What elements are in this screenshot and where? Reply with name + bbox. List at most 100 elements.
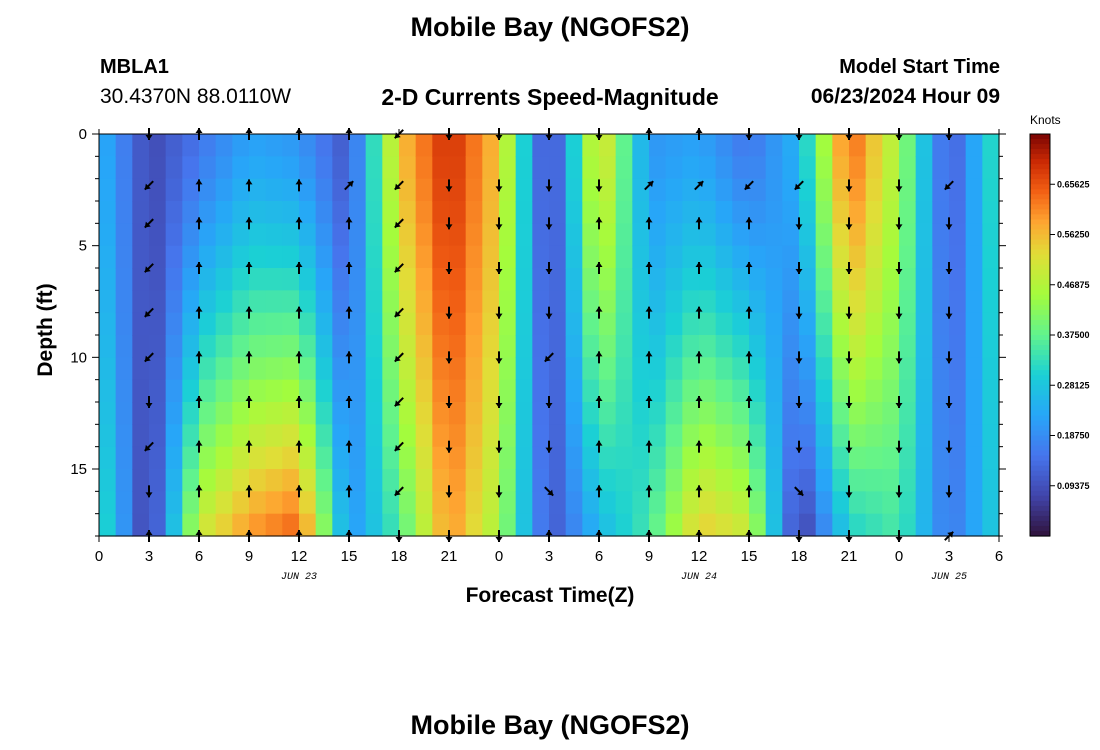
current-arrow-head (495, 358, 503, 364)
heatmap-cell (132, 469, 150, 492)
current-arrow-head (295, 179, 303, 185)
heatmap-cell (315, 134, 333, 157)
heatmap-cell (232, 134, 250, 157)
current-arrow-head (795, 313, 803, 319)
current-arrow-head (145, 403, 153, 408)
heatmap-cell (132, 178, 150, 202)
heatmap-cell (649, 469, 667, 492)
heatmap-cell (449, 178, 467, 202)
heatmap-cell (399, 268, 417, 291)
heatmap-cell (215, 469, 233, 492)
heatmap-cell (115, 402, 133, 425)
heatmap-cell (549, 134, 567, 157)
current-arrow-head (595, 262, 603, 267)
current-arrow-head (845, 313, 853, 319)
heatmap-cell (299, 335, 317, 358)
heatmap-cell (115, 312, 133, 336)
heatmap-cell (132, 223, 150, 247)
heatmap-cell (349, 290, 367, 314)
heatmap-cell (715, 491, 733, 515)
heatmap-cell (482, 134, 500, 157)
heatmap-cell (832, 156, 850, 180)
current-arrow (144, 441, 154, 452)
current-arrow-head (345, 396, 353, 401)
x-tick-label: 12 (291, 548, 308, 565)
heatmap-cell (499, 156, 517, 180)
heatmap-cell (599, 469, 617, 492)
heatmap-cell (615, 424, 633, 448)
heatmap-cell (432, 312, 450, 336)
heatmap-cell (499, 424, 517, 448)
current-arrow-head (845, 224, 853, 230)
heatmap-cell (382, 446, 400, 470)
heatmap-cell (482, 290, 500, 314)
colorbar-segment (1030, 485, 1050, 492)
current-arrow-head (144, 355, 151, 362)
current-arrow (595, 351, 603, 364)
heatmap-cell (365, 402, 383, 425)
current-arrow-head (695, 396, 703, 401)
heatmap-cell (882, 446, 900, 470)
heatmap-cell (849, 335, 867, 358)
heatmap-cell (649, 268, 667, 291)
heatmap-cell (915, 379, 933, 403)
heatmap-cell (115, 491, 133, 515)
heatmap-cell (265, 290, 283, 314)
heatmap-cell (715, 223, 733, 247)
heatmap-cell (865, 268, 883, 291)
heatmap-cell (765, 357, 783, 381)
heatmap-cell (332, 513, 350, 537)
heatmap-cell (532, 402, 550, 425)
heatmap-cell (215, 178, 233, 202)
x-tick-label: 21 (441, 548, 458, 565)
current-arrow-head (695, 306, 703, 312)
heatmap-cell (399, 335, 417, 358)
current-arrow-head (295, 396, 303, 401)
heatmap-cell (99, 268, 117, 291)
heatmap-cell (399, 134, 417, 157)
colorbar-segment (1030, 264, 1050, 271)
heatmap-cell (882, 178, 900, 202)
heatmap-cell (982, 178, 1000, 202)
colorbar-tick-label: 0.56250 (1057, 230, 1090, 240)
heatmap-cell (882, 134, 900, 157)
heatmap-cell (499, 357, 517, 381)
heatmap-cell (449, 201, 467, 224)
current-arrow (644, 180, 654, 191)
heatmap-cell (115, 379, 133, 403)
current-arrow (595, 217, 603, 230)
heatmap-cell (882, 379, 900, 403)
heatmap-cell (332, 201, 350, 224)
current-arrow (345, 351, 353, 364)
heatmap-cell (715, 379, 733, 403)
current-arrow-head (595, 351, 603, 357)
current-arrow-head (495, 492, 503, 498)
heatmap-cell (115, 178, 133, 202)
colorbar-segment (1030, 420, 1050, 427)
heatmap-cell (915, 245, 933, 269)
heatmap-cell (349, 312, 367, 336)
heatmap-cell (965, 245, 983, 269)
x-tick-label: 3 (145, 548, 153, 565)
heatmap-cell (182, 268, 200, 291)
heatmap-cell (515, 245, 533, 269)
heatmap-cell (265, 134, 283, 157)
heatmap-cell (915, 312, 933, 336)
heatmap-cell (799, 491, 817, 515)
current-arrow-head (195, 306, 203, 312)
current-arrow-head (345, 262, 353, 267)
current-arrow-head (845, 269, 853, 274)
heatmap-cell (265, 312, 283, 336)
heatmap-cell (582, 402, 600, 425)
current-arrow-head (945, 269, 953, 274)
heatmap-cell (482, 357, 500, 381)
colorbar-segment (1030, 199, 1050, 205)
heatmap-cell (849, 268, 867, 291)
colorbar-tick-label: 0.65625 (1057, 179, 1090, 189)
colorbar-segment (1030, 495, 1050, 502)
current-arrow-head (445, 358, 453, 364)
heatmap-cell (632, 379, 650, 403)
heatmap-cell (949, 223, 967, 247)
current-arrow (495, 262, 503, 274)
x-tick-label: 21 (841, 548, 858, 565)
